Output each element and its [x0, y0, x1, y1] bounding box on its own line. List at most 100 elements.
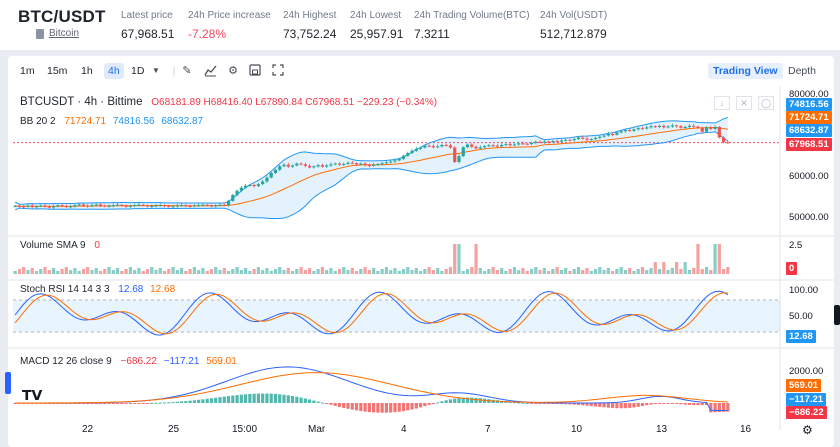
candle-body	[171, 206, 175, 208]
bb-label: BB 20 2	[20, 116, 56, 127]
macd-signal-label: 569.01	[786, 379, 822, 392]
candle-body	[636, 128, 640, 130]
macd-histogram-bar	[529, 403, 534, 404]
volume-bar	[77, 271, 81, 274]
chart-canvas[interactable]	[8, 86, 834, 430]
candle-body	[162, 205, 167, 207]
candle-body	[675, 125, 679, 127]
candle-body	[13, 205, 17, 207]
macd-histogram-bar	[77, 403, 81, 404]
macd-histogram-bar	[218, 397, 222, 403]
volume-bar	[721, 269, 726, 274]
candle-body	[145, 205, 150, 207]
volume-bar	[128, 267, 132, 274]
stoch-axis-label: 12.68	[786, 330, 816, 343]
candle-body	[299, 163, 303, 165]
macd-histogram-bar	[158, 402, 162, 404]
candle-body	[325, 165, 329, 167]
depth-tab[interactable]: Depth	[788, 65, 817, 77]
macd-histogram-bar	[551, 403, 555, 404]
arrow-down-icon[interactable]: ↓	[714, 96, 730, 110]
macd-histogram-bar	[414, 403, 418, 409]
stat-lowest: 24h Lowest 25,957.91	[350, 10, 403, 41]
fullscreen-icon[interactable]	[271, 64, 285, 78]
macd-histogram-bar	[666, 403, 670, 404]
volume-bar	[623, 270, 628, 274]
stat-volume-btc: 24h Trading Volume(BTC) 7.3211	[414, 10, 530, 41]
macd-histogram-bar	[34, 403, 39, 404]
volume-bar	[218, 270, 222, 274]
volume-bar	[440, 271, 444, 274]
volume-bar	[423, 269, 427, 274]
stoch-tick: 100.00	[789, 285, 819, 296]
interval-4h[interactable]: 4h	[104, 63, 124, 79]
snapshot-icon[interactable]	[248, 64, 262, 78]
candle-body	[427, 145, 431, 147]
volume-bar	[111, 270, 115, 274]
candle-body	[184, 205, 188, 207]
volume-bar	[427, 267, 431, 274]
stoch-k-value: 12.68	[118, 284, 144, 295]
macd-histogram-bar	[192, 400, 196, 403]
macd-signal-value: 569.01	[206, 356, 237, 367]
candle-body	[367, 165, 371, 167]
chart-settings-icon[interactable]: ⚙	[802, 423, 813, 437]
candle-body	[316, 165, 320, 167]
market-header: BTC/USDT Bitcoin Latest price 67,968.51 …	[0, 0, 840, 50]
trading-view-tab[interactable]: Trading View	[708, 63, 783, 79]
bb-mid-value: 71724.71	[64, 116, 107, 127]
volume-bar	[329, 268, 333, 274]
macd-histogram-bar	[359, 403, 363, 412]
macd-histogram-bar	[333, 403, 337, 406]
candle-body	[696, 126, 700, 128]
candle-body	[252, 184, 256, 187]
interval-1h[interactable]: 1h	[81, 65, 93, 77]
macd-histogram-bar	[73, 403, 77, 404]
stat-label: 24h Trading Volume(BTC)	[414, 10, 530, 21]
volume-bar	[512, 267, 517, 274]
macd-pane	[13, 366, 730, 413]
volume-bar	[94, 268, 98, 274]
macd-histogram-bar	[410, 403, 414, 410]
candle-body	[559, 140, 564, 142]
stat-label: 24h Vol(USDT)	[540, 10, 608, 21]
macd-line-label: −117.21	[786, 393, 827, 406]
volume-bar	[636, 269, 640, 274]
indicators-icon[interactable]	[203, 64, 217, 78]
candle-body	[423, 145, 427, 148]
macd-histogram-bar	[448, 399, 453, 403]
candle-body	[585, 138, 589, 140]
volume-bar	[487, 269, 491, 274]
candle-body	[611, 134, 615, 135]
macd-histogram-bar	[384, 403, 389, 413]
candle-body	[564, 139, 568, 141]
collapse-icon[interactable]: ✕	[736, 96, 752, 110]
interval-1m[interactable]: 1m	[20, 65, 35, 77]
bb-upper-line	[14, 116, 729, 205]
right-panel-handle[interactable]	[834, 305, 840, 325]
settings-icon[interactable]: ⚙	[228, 65, 238, 77]
interval-1d[interactable]: 1D	[131, 65, 145, 77]
macd-histogram-bar	[269, 393, 273, 403]
stat-label: 24h Lowest	[350, 10, 402, 21]
volume-bar	[534, 267, 538, 274]
volume-bar	[243, 268, 248, 274]
candle-body	[231, 195, 235, 201]
volume-bar	[679, 269, 683, 274]
candle-body	[692, 125, 696, 127]
candle-body	[491, 145, 495, 147]
volume-bar	[461, 271, 465, 274]
macd-histogram-bar	[98, 403, 103, 404]
coin-name-link[interactable]: Bitcoin	[49, 28, 80, 39]
chart-grid	[8, 86, 834, 430]
volume-bar	[320, 267, 325, 274]
chevron-down-icon[interactable]: ▼	[152, 66, 160, 75]
interval-15m[interactable]: 15m	[47, 65, 68, 77]
left-panel-handle[interactable]	[5, 372, 11, 394]
candle-body	[418, 147, 423, 149]
macd-histogram-bar	[278, 394, 282, 403]
macd-histogram-bar	[209, 398, 214, 403]
bb-legend: BB 20 2 71724.71 74816.56 68632.87	[20, 116, 203, 127]
restore-icon[interactable]: ◯	[758, 96, 774, 110]
pencil-icon[interactable]: ✎	[182, 65, 192, 77]
